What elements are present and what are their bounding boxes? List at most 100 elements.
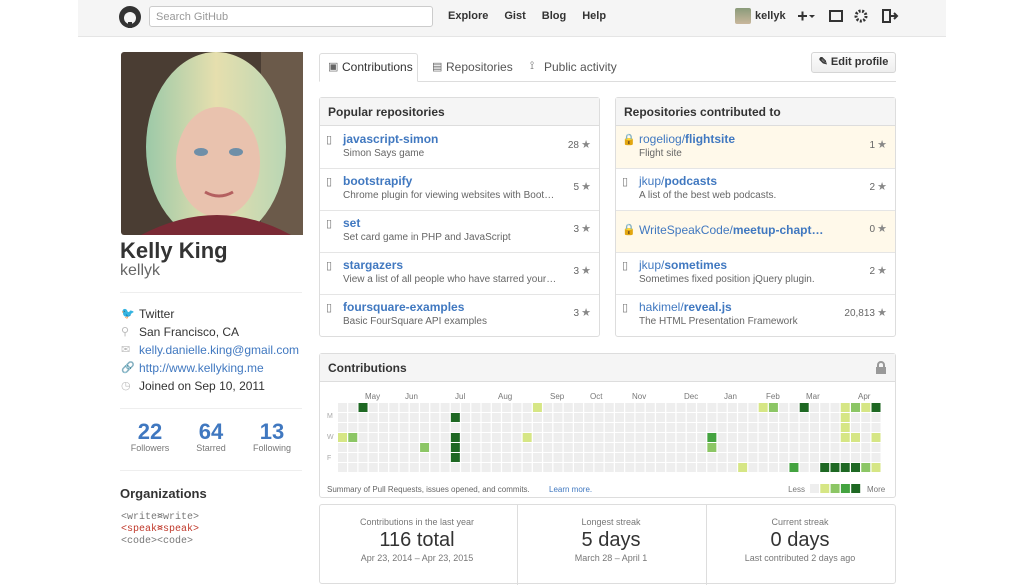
contribution-day[interactable]	[820, 423, 830, 432]
contribution-day[interactable]	[625, 423, 635, 432]
contribution-day[interactable]	[789, 433, 799, 442]
contribution-day[interactable]	[676, 453, 686, 462]
contribution-day[interactable]	[615, 403, 625, 412]
contribution-day[interactable]	[594, 433, 604, 442]
contribution-day[interactable]	[645, 423, 655, 432]
contribution-day[interactable]	[851, 413, 860, 422]
contribution-day[interactable]	[697, 423, 707, 432]
contribution-day[interactable]	[625, 413, 635, 422]
contribution-day[interactable]	[338, 453, 347, 462]
contribution-day[interactable]	[481, 453, 491, 462]
contribution-day[interactable]	[697, 453, 707, 462]
contribution-day[interactable]	[430, 423, 440, 432]
contribution-day[interactable]	[594, 463, 604, 472]
contribution-day[interactable]	[573, 423, 583, 432]
contribution-day[interactable]	[840, 453, 850, 462]
contribution-day[interactable]	[368, 433, 378, 442]
contribution-day[interactable]	[840, 443, 850, 452]
contribution-day[interactable]	[666, 423, 676, 432]
contribution-day[interactable]	[768, 413, 778, 422]
contribution-day[interactable]	[697, 433, 707, 442]
tab-label[interactable]: Contributions	[342, 60, 413, 74]
contribution-day[interactable]	[840, 403, 850, 412]
contribution-day[interactable]	[512, 463, 522, 472]
contribution-day[interactable]	[748, 453, 758, 462]
contribution-day[interactable]	[799, 443, 809, 452]
contribution-day[interactable]	[820, 403, 830, 412]
contribution-day[interactable]	[615, 463, 625, 472]
contribution-day[interactable]	[584, 403, 594, 412]
signout-icon[interactable]	[882, 9, 899, 23]
contribution-day[interactable]	[461, 443, 471, 452]
contribution-day[interactable]	[779, 443, 789, 452]
contribution-day[interactable]	[656, 423, 666, 432]
contribution-day[interactable]	[553, 403, 563, 412]
contribution-day[interactable]	[584, 423, 594, 432]
contribution-day[interactable]	[399, 443, 409, 452]
contribution-day[interactable]	[768, 453, 778, 462]
contribution-day[interactable]	[409, 443, 419, 452]
contribution-day[interactable]	[368, 403, 378, 412]
contribution-day[interactable]	[502, 433, 512, 442]
contribution-day[interactable]	[522, 463, 532, 472]
contribution-day[interactable]	[338, 443, 347, 452]
contribution-day[interactable]	[830, 413, 840, 422]
contribution-day[interactable]	[584, 433, 594, 442]
contribution-day[interactable]	[851, 463, 860, 472]
contribution-day[interactable]	[491, 453, 501, 462]
contribution-day[interactable]	[502, 463, 512, 472]
contribution-day[interactable]	[512, 433, 522, 442]
contribution-day[interactable]	[809, 453, 819, 462]
contribution-day[interactable]	[861, 453, 871, 462]
contribution-day[interactable]	[645, 463, 655, 472]
contribution-day[interactable]	[830, 443, 840, 452]
contribution-day[interactable]	[758, 453, 768, 462]
contribution-day[interactable]	[604, 443, 614, 452]
contribution-day[interactable]	[430, 443, 440, 452]
contribution-day[interactable]	[768, 463, 778, 472]
contribution-day[interactable]	[440, 403, 450, 412]
contribution-day[interactable]	[779, 433, 789, 442]
contribution-day[interactable]	[338, 423, 347, 432]
contribution-day[interactable]	[450, 413, 460, 422]
contribution-day[interactable]	[779, 413, 789, 422]
contribution-day[interactable]	[594, 423, 604, 432]
tab-label[interactable]: Repositories	[446, 60, 513, 74]
contribution-day[interactable]	[430, 433, 440, 442]
contribution-day[interactable]	[615, 413, 625, 422]
contribution-day[interactable]	[409, 463, 419, 472]
contribution-day[interactable]	[738, 463, 748, 472]
contribution-day[interactable]	[399, 413, 409, 422]
contribution-day[interactable]	[358, 413, 368, 422]
contribution-day[interactable]	[748, 443, 758, 452]
contribution-day[interactable]	[594, 453, 604, 462]
contribution-day[interactable]	[471, 413, 481, 422]
contribution-day[interactable]	[697, 443, 707, 452]
contribution-day[interactable]	[830, 403, 840, 412]
contribution-day[interactable]	[543, 413, 553, 422]
contribution-day[interactable]	[379, 423, 389, 432]
contribution-day[interactable]	[758, 433, 768, 442]
nav-link[interactable]: Gist	[504, 10, 526, 22]
contribution-day[interactable]	[758, 413, 768, 422]
contribution-day[interactable]	[348, 423, 358, 432]
contribution-day[interactable]	[389, 413, 399, 422]
contribution-day[interactable]	[399, 463, 409, 472]
contribution-day[interactable]	[553, 443, 563, 452]
contribution-day[interactable]	[389, 463, 399, 472]
contribution-day[interactable]	[615, 453, 625, 462]
contribution-day[interactable]	[871, 453, 881, 462]
contribution-day[interactable]	[707, 433, 717, 442]
contribution-day[interactable]	[820, 453, 830, 462]
contribution-day[interactable]	[461, 463, 471, 472]
contribution-day[interactable]	[543, 403, 553, 412]
contribution-day[interactable]	[461, 423, 471, 432]
contribution-day[interactable]	[666, 463, 676, 472]
contribution-day[interactable]	[461, 453, 471, 462]
contribution-day[interactable]	[727, 463, 737, 472]
nav-link[interactable]: Blog	[541, 10, 567, 22]
contribution-day[interactable]	[779, 463, 789, 472]
contribution-day[interactable]	[799, 463, 809, 472]
contribution-day[interactable]	[789, 453, 799, 462]
contribution-day[interactable]	[338, 433, 347, 442]
